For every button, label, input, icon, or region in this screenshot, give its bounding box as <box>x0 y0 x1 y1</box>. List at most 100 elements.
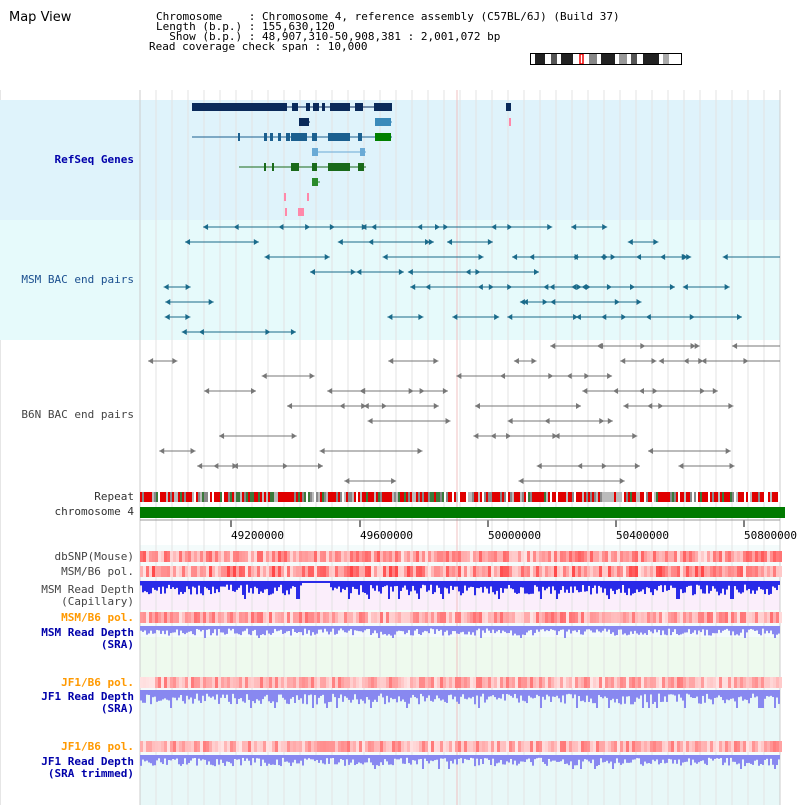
pol-segment <box>143 741 146 752</box>
depth-bar <box>244 690 246 703</box>
pol-segment <box>209 551 212 562</box>
chromosome-ideogram[interactable] <box>530 53 682 65</box>
repeat-segment <box>726 492 728 502</box>
pol-segment <box>746 741 749 752</box>
depth-bar <box>444 690 446 702</box>
bac-end-marker <box>213 463 219 469</box>
pol-segment <box>581 551 584 562</box>
repeat-segment <box>162 492 164 502</box>
depth-bar <box>406 755 408 758</box>
gene-exon <box>360 148 365 156</box>
pol-segment <box>650 612 653 623</box>
pol-segment <box>401 551 404 562</box>
depth-bar <box>436 690 438 696</box>
repeat-segment <box>474 492 476 502</box>
depth-bar <box>668 690 670 695</box>
depth-bar <box>566 755 568 764</box>
repeat-segment <box>548 492 550 502</box>
depth-bar <box>384 581 386 587</box>
repeat-segment <box>630 492 632 502</box>
genome-browser-canvas[interactable] <box>0 90 800 805</box>
track-label-msm-depth-capillary: MSM Read Depth <box>41 583 134 596</box>
depth-bar <box>486 581 488 589</box>
repeat-segment <box>590 492 592 502</box>
depth-bar <box>738 755 740 764</box>
depth-bar <box>356 626 358 631</box>
pol-segment <box>428 612 431 623</box>
pol-segment <box>470 677 473 688</box>
depth-bar <box>364 690 366 704</box>
pol-segment <box>434 551 437 562</box>
repeat-segment <box>490 492 492 502</box>
depth-bar <box>240 626 242 636</box>
repeat-segment <box>244 492 246 502</box>
pol-segment <box>584 566 587 577</box>
show-range-info: Show (b.p.) : 48,907,310-50,908,381 : 2,… <box>156 30 501 43</box>
pol-segment <box>287 612 290 623</box>
depth-bar <box>600 626 602 633</box>
depth-bar <box>536 755 538 759</box>
pol-segment <box>320 677 323 688</box>
depth-bar <box>152 581 154 588</box>
depth-bar <box>738 581 740 593</box>
depth-bar <box>640 581 642 592</box>
pol-segment <box>356 566 359 577</box>
pol-segment <box>338 551 341 562</box>
pol-segment <box>602 677 605 688</box>
depth-bar <box>746 581 748 591</box>
pol-segment <box>710 566 713 577</box>
depth-bar <box>766 626 768 631</box>
depth-bar <box>474 690 476 705</box>
pol-segment <box>473 677 476 688</box>
depth-bar <box>542 626 544 630</box>
pol-segment <box>740 741 743 752</box>
pol-segment <box>524 551 527 562</box>
pol-segment <box>344 677 347 688</box>
depth-bar <box>748 755 750 763</box>
depth-bar <box>720 690 722 698</box>
repeat-segment <box>444 492 446 502</box>
depth-bar <box>262 626 264 635</box>
pol-segment <box>464 677 467 688</box>
repeat-segment <box>486 492 488 502</box>
pol-segment <box>212 677 215 688</box>
pol-segment <box>191 566 194 577</box>
depth-bar <box>434 626 436 634</box>
pol-segment <box>323 566 326 577</box>
depth-bar <box>254 755 256 763</box>
pol-segment <box>176 677 179 688</box>
depth-bar <box>302 626 304 636</box>
depth-bar <box>214 755 216 767</box>
bac-end-marker <box>636 299 642 305</box>
depth-bar <box>382 755 384 765</box>
depth-bar <box>584 755 586 760</box>
repeat-segment <box>430 492 432 502</box>
pol-segment <box>452 741 455 752</box>
repeat-segment <box>214 492 216 502</box>
pol-segment <box>623 741 626 752</box>
pol-segment <box>410 612 413 623</box>
pol-segment <box>419 551 422 562</box>
pol-segment <box>779 741 782 752</box>
depth-bar <box>700 755 702 762</box>
depth-bar <box>210 626 212 636</box>
repeat-segment <box>582 492 584 502</box>
depth-bar <box>400 626 402 631</box>
depth-bar <box>310 581 312 583</box>
pol-segment <box>527 551 530 562</box>
pol-segment <box>242 741 245 752</box>
pol-segment <box>770 612 773 623</box>
pol-segment <box>617 612 620 623</box>
depth-bar <box>376 626 378 634</box>
pol-segment <box>227 612 230 623</box>
pol-segment <box>632 677 635 688</box>
pol-segment <box>437 566 440 577</box>
pol-segment <box>713 741 716 752</box>
depth-bar <box>678 626 680 636</box>
pol-segment <box>707 677 710 688</box>
repeat-segment <box>290 492 292 502</box>
depth-bar <box>710 690 712 700</box>
depth-bar <box>220 755 222 760</box>
bac-end-marker <box>428 239 434 245</box>
pol-segment <box>578 741 581 752</box>
